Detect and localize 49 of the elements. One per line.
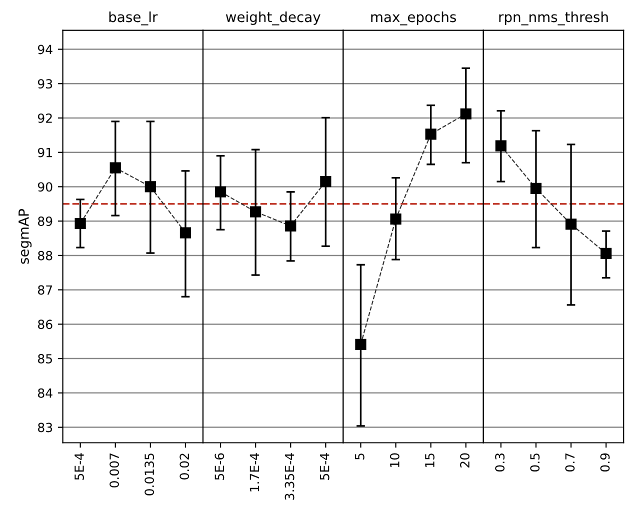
chart-title: weight_decay <box>226 11 320 26</box>
y-tick-label: 89 <box>38 216 52 226</box>
y-tick-label: 86 <box>38 320 52 330</box>
y-tick-label: 94 <box>38 44 52 54</box>
y-tick-label: 87 <box>38 285 52 295</box>
x-tick-label: 1.7E-4 <box>250 453 260 492</box>
chart-title: base_lr <box>109 11 158 26</box>
point <box>214 186 226 198</box>
x-tick-label: 5 <box>355 454 364 460</box>
point <box>460 108 472 120</box>
x-tick-label: 3.35E-4 <box>284 453 294 500</box>
y-tick-label: 83 <box>38 422 52 432</box>
point <box>425 128 436 140</box>
y-axis-title: segmAP <box>18 209 32 264</box>
x-tick-label: 10 <box>390 453 400 468</box>
y-tick-label: 88 <box>38 250 52 260</box>
point <box>180 227 192 238</box>
point <box>600 248 612 259</box>
point <box>390 213 402 225</box>
x-tick-label: 0.0135 <box>144 454 154 496</box>
point <box>565 218 577 230</box>
point <box>495 140 506 152</box>
y-tick-label: 93 <box>38 79 52 89</box>
y-tick-label: 84 <box>38 388 52 398</box>
point <box>250 206 262 218</box>
x-tick-label: 0.7 <box>565 454 575 472</box>
y-tick-label: 92 <box>38 113 52 123</box>
point <box>530 182 542 194</box>
x-tick-label: 5E-4 <box>74 453 84 480</box>
point <box>355 338 366 350</box>
y-tick-label: 85 <box>38 354 52 364</box>
x-tick-label: 5E-4 <box>320 453 330 480</box>
y-tick-label: 91 <box>38 148 52 158</box>
x-tick-label: 5E-6 <box>214 453 224 480</box>
y-tick-label: 90 <box>38 182 52 192</box>
chart-title: max_epochs <box>371 11 456 26</box>
x-tick-label: 0.3 <box>495 453 505 472</box>
x-tick-label: 0.02 <box>180 454 190 480</box>
x-tick-label: 0.007 <box>110 454 119 488</box>
point <box>110 162 121 174</box>
point <box>74 218 86 230</box>
x-tick-label: 20 <box>460 453 470 468</box>
x-tick-label: 0.9 <box>600 453 610 472</box>
x-tick-label: 0.5 <box>530 454 540 472</box>
point <box>320 176 332 188</box>
point <box>144 181 156 192</box>
point <box>285 220 296 232</box>
chart-title: rpn_nms_thresh <box>499 11 608 26</box>
x-tick-label: 15 <box>425 454 434 468</box>
